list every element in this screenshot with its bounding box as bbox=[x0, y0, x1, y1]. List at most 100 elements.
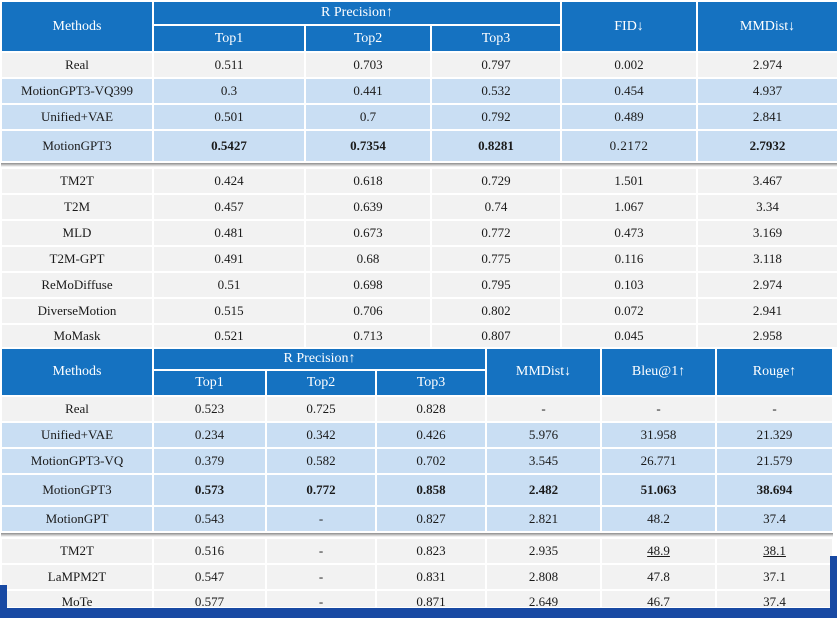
value-cell: - bbox=[265, 505, 377, 533]
method-cell: ReMoDiffuse bbox=[0, 271, 154, 299]
r-precision-group-header: R Precision↑ bbox=[151, 0, 563, 26]
overlay-shadow-strip bbox=[1, 162, 837, 168]
value-cell: 0.698 bbox=[304, 271, 432, 299]
table-1-body: Real 0.511 0.703 0.797 0.002 2.974 MotionGPT3-… bbox=[0, 51, 837, 349]
value-cell: 0.441 bbox=[304, 77, 432, 105]
value-cell: 21.329 bbox=[715, 421, 835, 449]
method-cell: T2M bbox=[0, 193, 154, 221]
table-row: Real 0.523 0.725 0.828- - - bbox=[0, 395, 835, 423]
method-cell: Unified+VAE bbox=[0, 421, 154, 449]
methods-column-header: Methods bbox=[0, 0, 154, 53]
bleu-column-header: Bleu@1↑ bbox=[600, 347, 718, 397]
value-cell: 0.532 bbox=[429, 77, 563, 105]
value-cell: 0.827 bbox=[374, 505, 488, 533]
value-cell: 0.501 bbox=[152, 103, 306, 131]
value-cell: 0.828 bbox=[374, 395, 488, 423]
value-cell: 0.045 bbox=[560, 323, 699, 349]
table-row: MLD 0.481 0.673 0.772 0.473 3.169 bbox=[0, 219, 837, 247]
value-cell: 31.958 bbox=[600, 421, 718, 449]
table-row: T2M 0.457 0.639 0.74 1.067 3.34 bbox=[0, 193, 837, 221]
method-cell: MotionGPT3-VQ399 bbox=[0, 77, 154, 105]
top3-column-header: Top3 bbox=[429, 24, 563, 53]
rouge-column-header: Rouge↑ bbox=[715, 347, 835, 397]
method-cell: MLD bbox=[0, 219, 154, 247]
value-cell: 0.454 bbox=[560, 77, 699, 105]
value-cell: 0.3 bbox=[152, 77, 306, 105]
method-cell: MotionGPT3 bbox=[0, 473, 154, 507]
value-cell: 0.573 bbox=[152, 473, 267, 507]
method-cell: MoMask bbox=[0, 323, 154, 349]
method-cell: Real bbox=[0, 395, 154, 423]
value-cell: 5.976 bbox=[485, 421, 603, 449]
value-cell: 2.808 bbox=[485, 563, 603, 591]
value-cell: 21.579 bbox=[715, 447, 835, 475]
table-row: TM2T 0.516-0.823 2.935 48.9 38.1 bbox=[0, 537, 835, 565]
table-row: MoMask 0.521 0.713 0.807 0.045 2.958 bbox=[0, 323, 837, 349]
value-cell: 0.072 bbox=[560, 297, 699, 325]
value-cell: 0.823 bbox=[374, 537, 488, 565]
value-cell: 0.795 bbox=[429, 271, 563, 299]
value-cell: 0.342 bbox=[265, 421, 377, 449]
slide-border-right bbox=[830, 556, 837, 618]
value-cell: 0.473 bbox=[560, 219, 699, 247]
value-cell: 0.511 bbox=[152, 51, 306, 79]
value-cell: - bbox=[485, 395, 603, 423]
value-cell: 0.543 bbox=[152, 505, 267, 533]
value-cell: 3.34 bbox=[696, 193, 837, 221]
value-cell: 0.515 bbox=[152, 297, 306, 325]
table-row: MotionGPT3 0.573 0.772 0.858 2.482 51.063 38.6… bbox=[0, 473, 835, 507]
value-cell: 2.935 bbox=[485, 537, 603, 565]
table-row: MotionGPT3-VQ399 0.3 0.441 0.532 0.454 4.937 bbox=[0, 77, 837, 105]
value-cell: 0.68 bbox=[304, 245, 432, 273]
top1-column-header: Top1 bbox=[152, 24, 306, 53]
value-cell: 2.482 bbox=[485, 473, 603, 507]
value-cell: 37.4 bbox=[715, 505, 835, 533]
value-cell: 0.491 bbox=[152, 245, 306, 273]
value-cell: 0.8281 bbox=[429, 129, 563, 163]
top1-column-header: Top1 bbox=[152, 369, 267, 397]
value-cell: 48.9 bbox=[600, 537, 718, 565]
value-cell: 1.067 bbox=[560, 193, 699, 221]
value-cell: 0.831 bbox=[374, 563, 488, 591]
value-cell: 0.772 bbox=[265, 473, 377, 507]
value-cell: 0.489 bbox=[560, 103, 699, 131]
value-cell: 0.51 bbox=[152, 271, 306, 299]
value-cell: 0.116 bbox=[560, 245, 699, 273]
r-precision-group-header: R Precision↑ bbox=[151, 347, 488, 371]
method-cell: MotionGPT3-VQ bbox=[0, 447, 154, 475]
value-cell: 0.521 bbox=[152, 323, 306, 349]
benchmark-table-motion-to-text: Methods R Precision↑ MMDist↓ Bleu@1↑ Rou… bbox=[0, 347, 835, 615]
overlay-shadow-strip bbox=[1, 532, 834, 538]
value-cell: 0.7 bbox=[304, 103, 432, 131]
value-cell: - bbox=[265, 537, 377, 565]
value-cell: 2.7932 bbox=[696, 129, 837, 163]
table-2-header: Methods R Precision↑ MMDist↓ Bleu@1↑ Rou… bbox=[0, 347, 835, 397]
value-cell: 0.807 bbox=[429, 323, 563, 349]
value-cell: 0.703 bbox=[304, 51, 432, 79]
table-row: Unified+VAE 0.501 0.7 0.792 0.489 2.841 bbox=[0, 103, 837, 131]
top2-column-header: Top2 bbox=[304, 24, 432, 53]
value-cell: 0.618 bbox=[304, 167, 432, 195]
value-cell: 2.841 bbox=[696, 103, 837, 131]
value-cell: 0.523 bbox=[152, 395, 267, 423]
value-cell: 3.118 bbox=[696, 245, 837, 273]
value-cell: 0.547 bbox=[152, 563, 267, 591]
value-cell: 2.821 bbox=[485, 505, 603, 533]
value-cell: 0.802 bbox=[429, 297, 563, 325]
table-row: MotionGPT3-VQ 0.379 0.582 0.702 3.545 26.771 2… bbox=[0, 447, 835, 475]
method-cell: TM2T bbox=[0, 537, 154, 565]
value-cell: 38.1 bbox=[715, 537, 835, 565]
value-cell: 0.516 bbox=[152, 537, 267, 565]
value-cell: 0.103 bbox=[560, 271, 699, 299]
value-cell: 0.481 bbox=[152, 219, 306, 247]
value-cell: 0.725 bbox=[265, 395, 377, 423]
value-cell: 37.1 bbox=[715, 563, 835, 591]
value-cell: 3.169 bbox=[696, 219, 837, 247]
value-cell: 2.958 bbox=[696, 323, 837, 349]
mmdist-column-header: MMDist↓ bbox=[696, 0, 837, 53]
value-cell: - bbox=[715, 395, 835, 423]
value-cell: 0.457 bbox=[152, 193, 306, 221]
method-cell: Unified+VAE bbox=[0, 103, 154, 131]
value-cell: 3.545 bbox=[485, 447, 603, 475]
